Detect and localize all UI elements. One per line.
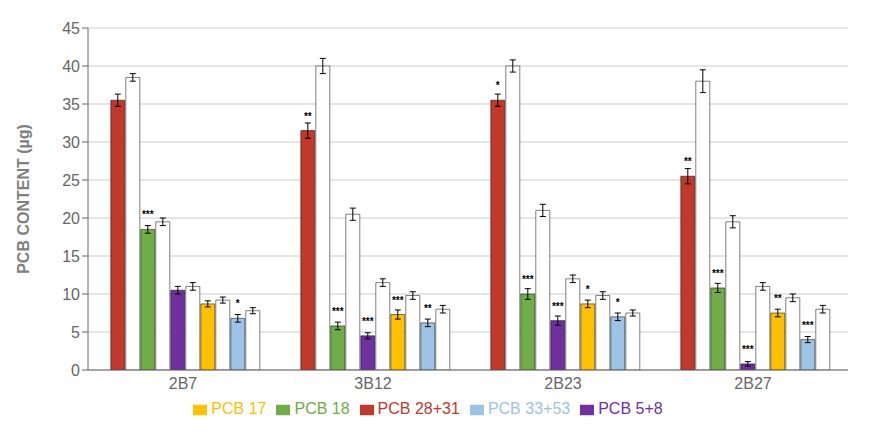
svg-text:***: *** bbox=[392, 295, 404, 306]
svg-text:2B27: 2B27 bbox=[734, 375, 771, 392]
svg-text:45: 45 bbox=[62, 20, 80, 37]
svg-text:20: 20 bbox=[62, 210, 80, 227]
svg-text:**: ** bbox=[684, 156, 692, 167]
svg-text:3B12: 3B12 bbox=[354, 375, 391, 392]
svg-text:***: *** bbox=[742, 344, 754, 355]
svg-text:35: 35 bbox=[62, 96, 80, 113]
svg-text:*: * bbox=[616, 297, 620, 308]
svg-text:*: * bbox=[496, 80, 500, 91]
svg-text:***: *** bbox=[362, 316, 374, 327]
html-text:PCB 5+8: PCB 5+8 bbox=[598, 400, 663, 417]
svg-text:40: 40 bbox=[62, 58, 80, 75]
svg-text:2B7: 2B7 bbox=[169, 375, 198, 392]
svg-text:30: 30 bbox=[62, 134, 80, 151]
html-text:PCB 33+53: PCB 33+53 bbox=[487, 400, 571, 417]
svg-text:***: *** bbox=[552, 301, 564, 312]
svg-text:***: *** bbox=[142, 209, 154, 220]
svg-text:2B23: 2B23 bbox=[544, 375, 581, 392]
html-text:PCB 28+31: PCB 28+31 bbox=[377, 400, 460, 417]
svg-text:*: * bbox=[586, 284, 590, 295]
svg-text:***: *** bbox=[802, 320, 814, 331]
svg-text:0: 0 bbox=[71, 362, 80, 379]
svg-text:**: ** bbox=[304, 111, 312, 122]
html-text:PCB 17: PCB 17 bbox=[211, 400, 267, 417]
svg-text:***: *** bbox=[712, 268, 724, 279]
svg-text:25: 25 bbox=[62, 172, 80, 189]
svg-text:PCB CONTENT (µg): PCB CONTENT (µg) bbox=[15, 124, 32, 274]
svg-text:5: 5 bbox=[71, 324, 80, 341]
svg-text:10: 10 bbox=[62, 286, 80, 303]
svg-text:***: *** bbox=[332, 306, 344, 317]
html-text:PCB 18: PCB 18 bbox=[294, 400, 350, 417]
svg-text:**: ** bbox=[424, 303, 432, 314]
svg-text:*: * bbox=[236, 298, 240, 309]
svg-text:***: *** bbox=[522, 274, 534, 285]
svg-text:15: 15 bbox=[62, 248, 80, 265]
svg-text:**: ** bbox=[774, 293, 782, 304]
